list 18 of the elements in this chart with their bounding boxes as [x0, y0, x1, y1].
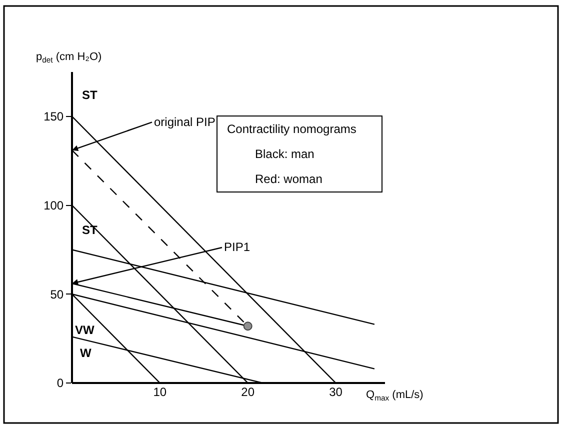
y-tick-label: 100	[44, 198, 64, 212]
annotation: Black: man	[255, 147, 314, 161]
annotation: Contractility nomograms	[227, 122, 356, 136]
x-tick-label: 20	[241, 385, 255, 399]
annotation: Red: woman	[255, 172, 322, 186]
y-tick-label: 0	[56, 376, 64, 390]
annotation: ST	[82, 223, 98, 237]
annotation: PIP1	[224, 240, 250, 254]
y-axis-title: p$_{det}$ (cm H₂O)	[36, 51, 102, 64]
y-tick-label: 150	[44, 110, 64, 124]
annotation: VW	[75, 323, 96, 337]
x-axis-title: Q$_{max}$ (mL/s)	[366, 389, 424, 402]
annotation: ST	[82, 88, 98, 102]
annotation: W	[80, 346, 92, 360]
x-tick-label: 30	[329, 385, 343, 399]
annotation: original PIP	[154, 115, 216, 129]
y-tick-label: 50	[50, 287, 64, 302]
x-tick-label: 10	[153, 385, 167, 399]
